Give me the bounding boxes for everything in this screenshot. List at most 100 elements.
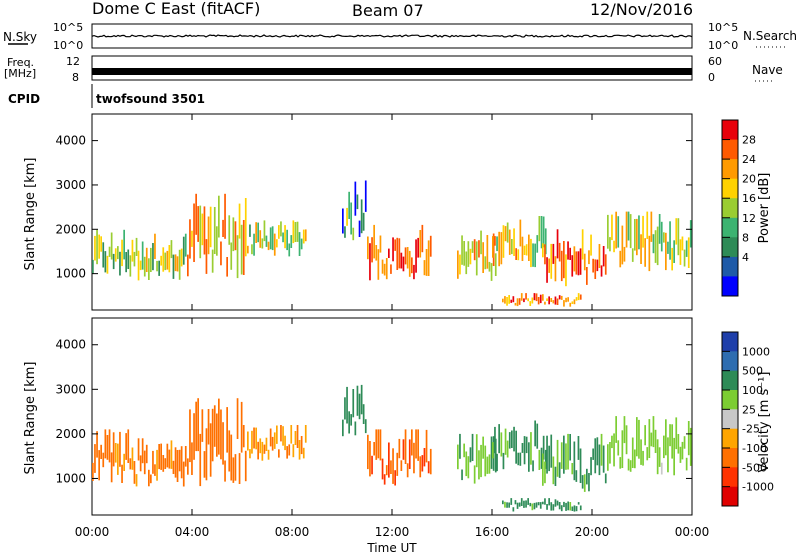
y-tick-label: 1000	[55, 267, 86, 281]
heatmap-cell	[516, 298, 519, 307]
heatmap-cell	[548, 296, 550, 305]
heatmap-cell	[247, 431, 249, 451]
heatmap-cell	[143, 256, 146, 277]
heatmap-cell	[644, 425, 646, 446]
heatmap-cell	[261, 238, 264, 249]
heatmap-cell	[579, 505, 582, 511]
heatmap-cell	[660, 221, 663, 252]
heatmap-cell	[571, 301, 574, 304]
heatmap-cell	[540, 447, 543, 469]
heatmap-cell	[506, 222, 509, 243]
velocity-panel: Slant Range [km]	[23, 317, 693, 516]
heatmap-cell	[135, 237, 138, 256]
heatmap-cell	[473, 239, 476, 261]
heatmap-cell	[263, 220, 266, 242]
heatmap-cell	[565, 297, 567, 303]
heatmap-cell	[514, 302, 517, 306]
heatmap-cell	[475, 241, 478, 276]
heatmap-cell	[203, 451, 206, 478]
heatmap-cell	[575, 470, 578, 482]
heatmap-cell	[592, 448, 594, 460]
colorbar-swatch	[722, 256, 738, 277]
freq-band	[92, 68, 692, 75]
heatmap-cell	[294, 431, 297, 445]
heatmap-cell	[207, 409, 210, 445]
heatmap-cell	[205, 428, 208, 481]
heatmap-cell	[383, 263, 386, 276]
nsky-tick-top: 10^5	[53, 21, 83, 34]
heatmap-cell	[525, 436, 528, 454]
colorbar-tick-label: -25	[742, 423, 760, 436]
heatmap-cell	[482, 242, 484, 273]
heatmap-cell	[273, 233, 276, 256]
heatmap-cell	[203, 206, 206, 255]
heatmap-cell	[152, 450, 154, 474]
heatmap-cell	[228, 215, 231, 245]
heatmap-cell	[278, 449, 280, 458]
heatmap-cell	[96, 431, 98, 458]
velocity-cells	[92, 384, 692, 512]
heatmap-cell	[421, 455, 424, 472]
heatmap-cell	[512, 507, 515, 512]
colorbar-tick-label: 20	[742, 173, 756, 186]
heatmap-cell	[518, 502, 521, 507]
heatmap-cell	[550, 298, 553, 302]
heatmap-cell	[654, 429, 657, 453]
heatmap-cell	[642, 215, 644, 248]
heatmap-cell	[586, 468, 588, 485]
heatmap-cell	[255, 427, 257, 450]
heatmap-cell	[571, 255, 574, 277]
heatmap-cell	[388, 442, 390, 478]
heatmap-cell	[517, 249, 520, 261]
heatmap-cell	[596, 437, 599, 466]
heatmap-cell	[131, 239, 134, 262]
heatmap-cell	[174, 447, 177, 478]
heatmap-cell	[548, 498, 550, 506]
heatmap-cell	[290, 425, 293, 444]
heatmap-cell	[534, 420, 536, 447]
heatmap-cell	[228, 430, 231, 472]
heatmap-cell	[172, 254, 175, 279]
heatmap-cell	[364, 419, 367, 434]
x-tick-label: 16:00	[475, 525, 510, 539]
heatmap-cell	[162, 455, 165, 472]
heatmap-cell	[222, 422, 224, 465]
heatmap-cell	[154, 464, 156, 476]
x-tick-label: 20:00	[575, 525, 610, 539]
y-tick-label: 2000	[55, 427, 86, 441]
heatmap-cell	[683, 249, 686, 267]
heatmap-cell	[158, 444, 160, 470]
heatmap-cell	[536, 423, 539, 449]
heatmap-cell	[247, 245, 249, 254]
heatmap-cell	[525, 244, 528, 256]
heatmap-cell	[588, 473, 590, 492]
heatmap-cell	[484, 445, 487, 477]
heatmap-cell	[106, 435, 109, 460]
heatmap-cell	[180, 446, 183, 479]
heatmap-cell	[675, 417, 678, 450]
heatmap-cell	[176, 450, 179, 482]
heatmap-cell	[358, 220, 361, 237]
heatmap-cell	[484, 256, 487, 270]
heatmap-cell	[689, 427, 692, 466]
heatmap-cell	[400, 460, 403, 471]
heatmap-cell	[663, 435, 665, 459]
heatmap-cell	[602, 445, 605, 473]
heatmap-cell	[520, 293, 523, 301]
colorbar-tick-label: 12	[742, 212, 756, 225]
heatmap-cell	[292, 220, 295, 244]
heatmap-cell	[631, 437, 634, 468]
colorbar-swatch	[722, 467, 738, 488]
heatmap-cell	[257, 441, 259, 460]
heatmap-cell	[429, 448, 432, 475]
heatmap-cell	[575, 251, 578, 275]
heatmap-cell	[193, 413, 195, 460]
power-colorbar: 28 24 20 16 12 8 4	[721, 119, 756, 297]
heatmap-cell	[506, 502, 508, 508]
heatmap-cell	[133, 461, 136, 484]
heatmap-cell	[197, 398, 199, 452]
heatmap-cell	[92, 462, 94, 481]
heatmap-cell	[244, 198, 247, 257]
heatmap-cell	[510, 498, 513, 505]
heatmap-cell	[112, 432, 115, 467]
